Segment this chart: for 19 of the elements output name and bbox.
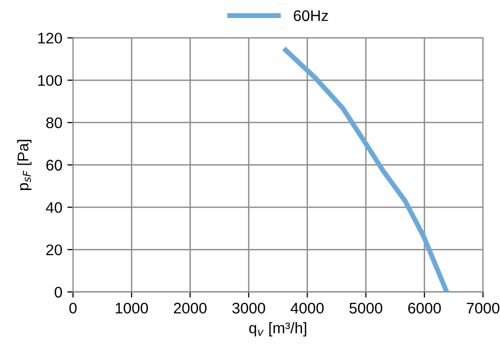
y-tick-label: 20 — [46, 244, 62, 256]
y-tick-label: 40 — [46, 202, 62, 213]
x-tick-label: 3000 — [232, 302, 266, 314]
x-tick-label: 7000 — [466, 302, 500, 314]
x-tick-label: 5000 — [349, 302, 382, 314]
y-tick-label: 120 — [38, 32, 62, 44]
y-axis-title: p$_{sF}$ [Pa] — [17, 140, 32, 190]
x-tick-label: 6000 — [408, 302, 441, 314]
y-tick-label: 60 — [46, 160, 62, 171]
y-tick-label: 0 — [54, 286, 62, 298]
y-tick-label: 100 — [38, 75, 62, 86]
line-series — [281, 46, 450, 292]
legend-label: 60Hz — [294, 10, 328, 22]
x-tick-label: 1000 — [116, 302, 148, 314]
x-tick-label: 0 — [69, 302, 77, 314]
x-axis-title: q$_{v}$ [m³/h] — [249, 322, 306, 336]
x-tick-label: 4000 — [290, 302, 324, 314]
x-tick-label: 2000 — [174, 302, 207, 314]
y-tick-label: 80 — [46, 117, 62, 128]
